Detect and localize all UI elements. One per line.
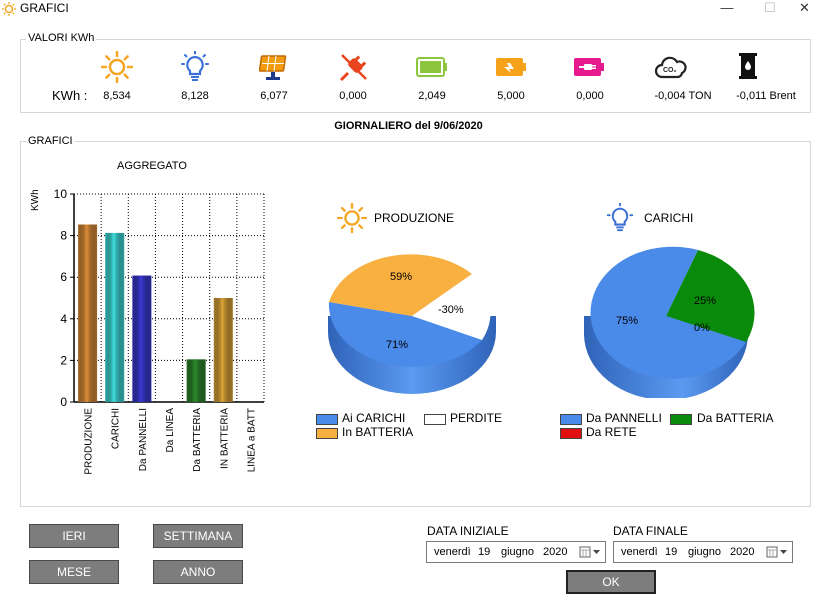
- produzione-pie: 71% 59% -30%: [328, 254, 496, 394]
- carichi-value: 8,128: [181, 90, 209, 102]
- start-weekday: venerdì: [434, 546, 471, 558]
- y-tick-label: 2: [60, 353, 67, 367]
- linea-value: 0,000: [339, 90, 367, 102]
- pannelli-value: 6,077: [260, 90, 288, 102]
- legend-ai-carichi: Ai CARICHI: [342, 411, 406, 425]
- period-title: GIORNALIERO del 9/06/2020: [334, 120, 483, 132]
- end-weekday: venerdì: [621, 546, 658, 558]
- produzione-sun-icon: [337, 203, 367, 233]
- data-iniziale-label: DATA INIZIALE: [427, 524, 509, 538]
- battery-full-icon: [416, 57, 447, 77]
- settimana-button[interactable]: SETTIMANA: [153, 524, 243, 548]
- valori-group: [20, 39, 811, 113]
- da-batteria-value: 2,049: [418, 90, 446, 102]
- produzione-slice-carichi: [328, 302, 482, 367]
- legend-swatch-ai-carichi: [316, 414, 338, 425]
- bulb-icon: [181, 51, 209, 81]
- bar-shade: [186, 359, 206, 402]
- x-tick-label: IN BATTERIA: [219, 408, 230, 469]
- window-title: GRAFICI: [20, 1, 69, 15]
- legend-da-rete: Da RETE: [586, 425, 637, 439]
- legend-swatch-in-batteria: [316, 428, 338, 439]
- slice-label-25: 25%: [694, 295, 716, 307]
- battery-plug-icon: [574, 58, 604, 76]
- anno-button[interactable]: ANNO: [153, 560, 243, 584]
- ieri-button[interactable]: IERI: [29, 524, 119, 548]
- y-tick-label: 0: [60, 395, 67, 409]
- x-tick-label: LINEA a BATT: [246, 408, 257, 472]
- slice-label-59: 59%: [390, 271, 412, 283]
- start-day: 19: [478, 546, 491, 558]
- title-bar: GRAFICI — ☐ ✕: [0, 0, 817, 18]
- carichi-pie: 75% 25% 0%: [584, 246, 755, 398]
- legend-in-batteria: In BATTERIA: [342, 425, 414, 439]
- x-tick-label: Da PANNELLI: [138, 408, 149, 471]
- bar-chart: 0 2 4 6 8 10 PRODUZIONE CARICHI Da PANNELLI Da LI…: [54, 187, 265, 475]
- ok-button[interactable]: OK: [566, 570, 656, 594]
- produzione-pie-title: PRODUZIONE: [374, 211, 455, 225]
- end-year: 2020: [730, 546, 755, 558]
- solar-panel-icon: [259, 55, 287, 80]
- valori-group-label: VALORI KWh: [26, 32, 97, 44]
- maximize-button[interactable]: ☐: [764, 0, 776, 15]
- x-tick-label: Da BATTERIA: [192, 408, 203, 472]
- slice-label-75: 75%: [616, 315, 638, 327]
- legend-swatch-da-rete: [560, 428, 582, 439]
- close-button[interactable]: ✕: [799, 0, 810, 15]
- carichi-slice-pannelli: [590, 246, 746, 379]
- end-month: giugno: [688, 546, 722, 558]
- y-tick-label: 6: [60, 270, 67, 284]
- mese-button[interactable]: MESE: [29, 560, 119, 584]
- data-iniziale-picker[interactable]: venerdì 19 giugno 2020: [426, 541, 606, 563]
- produzione-value: 8,534: [103, 90, 131, 102]
- start-year: 2020: [543, 546, 568, 558]
- legend-da-batteria: Da BATTERIA: [697, 411, 774, 425]
- unplug-icon: [339, 54, 367, 82]
- calendar-dropdown-icon[interactable]: [579, 546, 601, 558]
- y-tick-label: 4: [60, 312, 67, 326]
- legend-perdite: PERDITE: [450, 411, 503, 425]
- bar-shade: [78, 224, 98, 402]
- bar-shade: [132, 275, 152, 402]
- kwh-row-label: KWh :: [52, 88, 88, 103]
- battery-charging-icon: [496, 58, 526, 76]
- y-tick-label: 10: [54, 187, 68, 201]
- minimize-button[interactable]: —: [720, 0, 734, 15]
- bar-shade: [213, 298, 233, 402]
- carichi-slice-batteria: [666, 250, 755, 342]
- x-tick-label: PRODUZIONE: [84, 408, 95, 475]
- grafici-group: [20, 141, 811, 507]
- bar-shade: [105, 232, 125, 402]
- svg-text:CO₂: CO₂: [663, 67, 677, 74]
- linea-batt-value: 0,000: [576, 90, 604, 102]
- legend-swatch-perdite: [424, 414, 446, 425]
- slice-label-71: 71%: [386, 339, 408, 351]
- x-tick-label: Da LINEA: [165, 408, 176, 453]
- data-finale-label: DATA FINALE: [613, 524, 688, 538]
- legend-swatch-da-pannelli: [560, 414, 582, 425]
- legend-swatch-da-batteria: [670, 414, 692, 425]
- carichi-pie-title: CARICHI: [644, 211, 694, 225]
- y-tick-label: 8: [60, 229, 67, 243]
- legend-da-pannelli: Da PANNELLI: [586, 411, 662, 425]
- calendar-dropdown-icon[interactable]: [766, 546, 788, 558]
- slice-label-0: 0%: [694, 322, 710, 334]
- app-sun-icon: [2, 2, 16, 16]
- x-tick-label: CARICHI: [111, 408, 122, 449]
- grafici-group-label: GRAFICI: [26, 135, 75, 147]
- slice-label-neg30: -30%: [438, 304, 464, 316]
- start-month: giugno: [501, 546, 535, 558]
- end-day: 19: [665, 546, 678, 558]
- brent-value: -0,011 Brent: [736, 90, 796, 102]
- carichi-bulb-icon: [606, 203, 634, 232]
- sun-icon: [101, 51, 133, 83]
- produzione-slice-batteria: [329, 254, 472, 316]
- bar-chart-title: AGGREGATO: [117, 160, 187, 172]
- oil-barrel-icon: [739, 53, 757, 79]
- in-batteria-value: 5,000: [497, 90, 525, 102]
- co2-value: -0,004 TON: [654, 90, 712, 102]
- data-finale-picker[interactable]: venerdì 19 giugno 2020: [613, 541, 793, 563]
- co2-cloud-icon: CO₂: [654, 56, 687, 79]
- produzione-slice-perdite: [412, 274, 491, 340]
